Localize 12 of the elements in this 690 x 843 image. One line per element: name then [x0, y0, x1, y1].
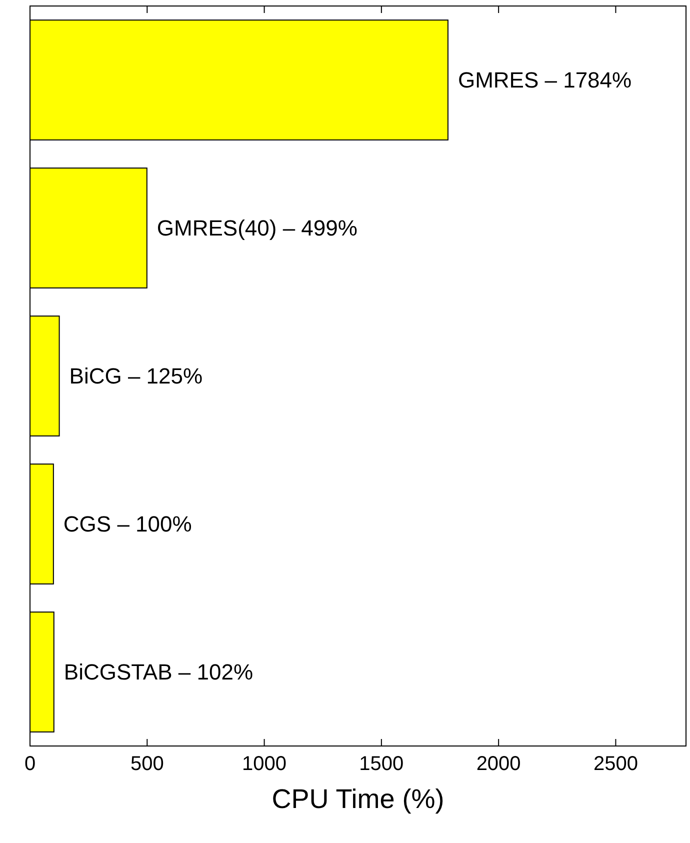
x-tick-label: 500 — [130, 753, 164, 775]
x-tick-label: 0 — [24, 753, 36, 775]
annotation: BiCGSTAB – 102% — [64, 660, 254, 684]
annotation: GMRES – 1784% — [458, 68, 632, 92]
x-tick-label: 2500 — [593, 753, 638, 775]
annotation: BiCG – 125% — [69, 364, 203, 388]
x-axis-title: CPU Time (%) — [272, 784, 444, 814]
annotation: GMRES(40) – 499% — [156, 216, 358, 240]
x-tick-label: 2000 — [476, 753, 521, 775]
x-tick-label: 1000 — [242, 753, 287, 775]
annotation: CGS – 100% — [63, 512, 192, 536]
x-tick-label: 1500 — [359, 753, 404, 775]
